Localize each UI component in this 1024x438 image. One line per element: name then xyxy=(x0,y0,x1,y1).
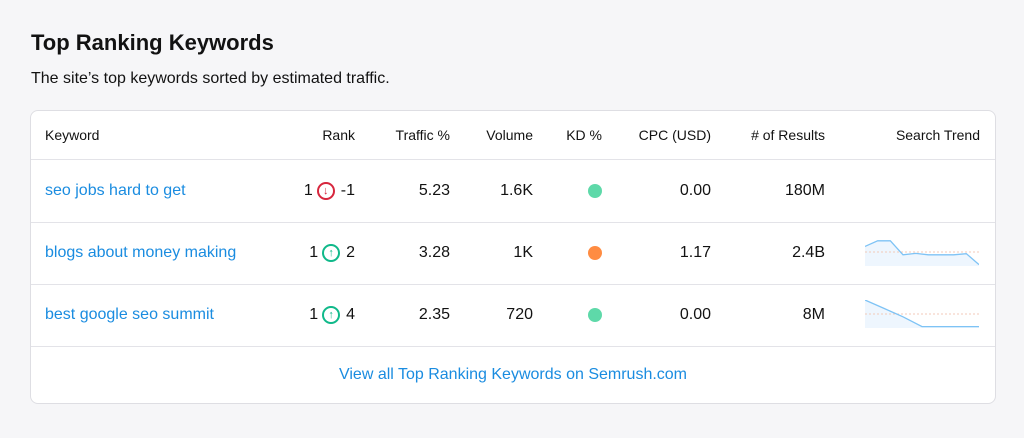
rank-cell: 1 ↑ 4 xyxy=(309,284,355,346)
volume-cell: 1.6K xyxy=(500,182,533,199)
keyword-link[interactable]: best google seo summit xyxy=(45,306,214,323)
keyword-link[interactable]: blogs about money making xyxy=(45,244,237,261)
page-subtitle: The site’s top keywords sorted by estima… xyxy=(31,70,390,87)
col-cpc: CPC (USD) xyxy=(638,127,711,143)
trend-line xyxy=(865,300,979,328)
volume-cell: 720 xyxy=(506,306,533,323)
cpc-cell: 0.00 xyxy=(679,182,711,199)
rank-cell: 1 ↑ 2 xyxy=(309,222,355,284)
trend-area xyxy=(865,300,979,328)
col-keyword: Keyword xyxy=(45,127,100,143)
table-row: best google seo summit 1 ↑ 4 2.35 720 0.… xyxy=(31,284,995,347)
kd-indicator xyxy=(588,246,602,260)
view-all-link[interactable]: View all Top Ranking Keywords on Semrush… xyxy=(338,366,688,383)
rank-value: 1 xyxy=(309,306,319,323)
results-cell: 8M xyxy=(802,306,825,323)
traffic-cell: 3.28 xyxy=(418,244,450,261)
results-cell: 2.4B xyxy=(792,244,825,261)
kd-indicator xyxy=(588,184,602,198)
rank-change: 2 xyxy=(346,244,355,261)
cpc-cell: 0.00 xyxy=(679,306,711,323)
keywords-table: Keyword Rank Traffic % Volume KD % CPC (… xyxy=(30,110,996,404)
kd-cell xyxy=(588,222,602,284)
kd-indicator xyxy=(588,308,602,322)
col-rank: Rank xyxy=(322,127,355,143)
col-trend: Search Trend xyxy=(895,127,980,143)
col-kd: KD % xyxy=(566,127,602,143)
rank-change: 4 xyxy=(346,306,355,323)
volume-cell: 1K xyxy=(513,244,533,261)
trend-sparkline xyxy=(865,300,979,328)
traffic-cell: 5.23 xyxy=(418,182,450,199)
col-traffic: Traffic % xyxy=(395,127,450,143)
arrow-up-icon: ↑ xyxy=(322,306,341,324)
rank-value: 1 xyxy=(303,182,313,199)
keyword-link[interactable]: seo jobs hard to get xyxy=(45,182,186,199)
cpc-cell: 1.17 xyxy=(679,244,711,261)
kd-cell xyxy=(588,160,602,222)
trend-area xyxy=(865,240,979,266)
col-volume: Volume xyxy=(486,127,533,143)
table-row: blogs about money making 1 ↑ 2 3.28 1K 1… xyxy=(31,222,995,285)
rank-value: 1 xyxy=(309,244,319,261)
results-cell: 180M xyxy=(784,182,825,199)
traffic-cell: 2.35 xyxy=(418,306,450,323)
page-title: Top Ranking Keywords xyxy=(31,30,274,55)
arrow-down-icon: ↓ xyxy=(316,182,335,200)
table-header: Keyword Rank Traffic % Volume KD % CPC (… xyxy=(31,111,995,160)
col-results: # of Results xyxy=(751,127,825,143)
kd-cell xyxy=(588,284,602,346)
arrow-up-icon: ↑ xyxy=(322,244,341,262)
table-row: seo jobs hard to get 1 ↓ -1 5.23 1.6K 0.… xyxy=(31,160,995,223)
rank-change: -1 xyxy=(340,182,355,199)
trend-line xyxy=(865,240,979,266)
trend-cell xyxy=(865,284,979,346)
trend-cell xyxy=(865,222,979,284)
trend-sparkline xyxy=(865,240,979,266)
rank-cell: 1 ↓ -1 xyxy=(304,160,355,222)
